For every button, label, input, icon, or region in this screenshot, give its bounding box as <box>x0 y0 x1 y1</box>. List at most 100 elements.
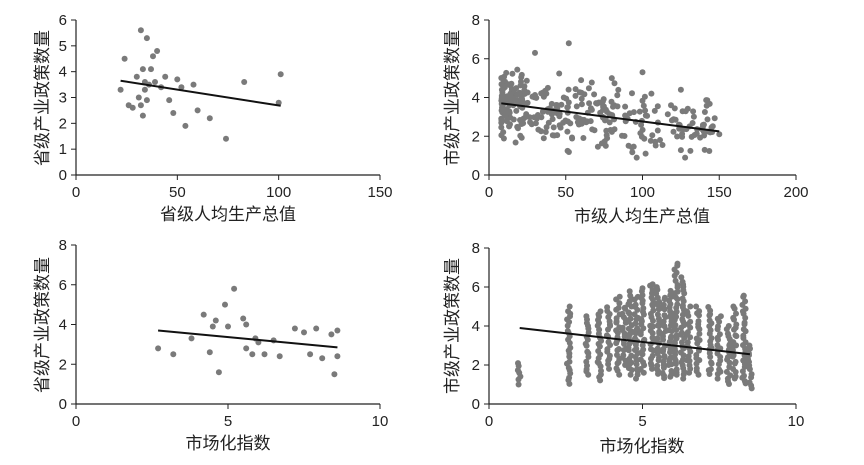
data-point <box>519 98 526 105</box>
data-point <box>668 102 674 109</box>
data-point <box>674 133 681 140</box>
data-point <box>679 295 686 302</box>
data-point <box>674 301 681 308</box>
y-tick-label: 8 <box>472 12 480 29</box>
data-point <box>240 315 247 322</box>
scatter-panel-city-market-index: 0 2 4 6 8 0 5 10 市场化指数 市级产业政策数量 <box>443 240 804 457</box>
data-point <box>654 362 661 369</box>
y-axis-title: 省级产业政策数量 <box>33 257 53 393</box>
y-tick-label: 2 <box>472 357 480 374</box>
data-point <box>639 285 646 292</box>
data-point <box>746 379 753 386</box>
data-point <box>610 103 616 110</box>
data-point <box>682 154 689 161</box>
data-point <box>170 110 177 116</box>
data-point <box>243 345 250 352</box>
data-point <box>588 79 595 86</box>
data-point <box>695 318 702 325</box>
y-tick-label: 4 <box>59 317 67 334</box>
data-point <box>501 95 508 101</box>
data-point <box>565 308 572 315</box>
x-tick-label: 200 <box>783 184 808 201</box>
data-point <box>640 305 647 312</box>
data-point <box>661 312 668 319</box>
data-point <box>687 147 694 154</box>
data-point <box>276 353 283 360</box>
data-point <box>506 97 513 103</box>
data-point <box>716 331 723 338</box>
data-point <box>716 366 723 373</box>
y-tick-label: 4 <box>472 90 480 107</box>
data-point <box>585 85 592 92</box>
data-point <box>565 149 572 155</box>
data-point <box>611 80 618 87</box>
data-point <box>129 104 136 111</box>
data-point <box>740 332 747 339</box>
data-point <box>501 84 508 91</box>
data-point <box>642 150 649 157</box>
data-point <box>664 111 671 118</box>
data-point <box>705 304 712 310</box>
data-point <box>703 102 710 109</box>
data-point <box>594 143 601 150</box>
data-point <box>672 322 679 328</box>
data-point <box>143 35 150 42</box>
data-point <box>687 318 694 325</box>
data-point <box>648 90 655 97</box>
data-point <box>591 91 598 98</box>
data-point <box>580 135 587 141</box>
y-axis-title: 市级产业政策数量 <box>443 258 463 394</box>
data-point <box>513 85 520 92</box>
y-axis-title: 市级产业政策数量 <box>443 30 463 166</box>
data-point <box>506 123 513 130</box>
data-point <box>654 311 661 318</box>
data-point <box>627 371 634 378</box>
data-point <box>328 331 335 338</box>
y-tick-label: 2 <box>59 115 67 132</box>
data-point <box>716 131 723 138</box>
data-point <box>564 128 571 135</box>
data-point <box>576 89 583 96</box>
data-point <box>538 114 545 121</box>
data-point <box>515 381 522 388</box>
data-point <box>567 344 574 351</box>
data-point <box>514 66 521 73</box>
data-point <box>174 76 181 83</box>
data-point <box>514 97 521 103</box>
data-point <box>529 93 536 100</box>
data-point <box>498 124 505 131</box>
data-point <box>223 135 229 142</box>
data-point <box>625 309 632 316</box>
data-point <box>733 310 739 317</box>
data-point <box>696 308 703 315</box>
data-point <box>565 99 572 106</box>
data-point <box>714 375 721 382</box>
x-tick-label: 50 <box>557 184 574 201</box>
data-point <box>696 330 703 337</box>
data-point <box>209 323 216 330</box>
data-point <box>583 119 590 126</box>
data-point <box>686 362 693 369</box>
data-point <box>194 107 201 114</box>
data-point <box>659 142 666 148</box>
data-point <box>532 49 538 56</box>
data-point <box>569 134 575 141</box>
data-point <box>516 89 523 96</box>
scatter-panel-provincial-market-index: 0 2 4 6 8 0 5 10 市场化指数 省级产业政策数量 <box>33 237 388 454</box>
data-point <box>212 317 219 324</box>
data-point <box>502 113 509 119</box>
data-point <box>178 84 185 91</box>
data-point <box>733 321 740 328</box>
data-point <box>647 322 654 329</box>
data-point <box>542 129 549 135</box>
data-point <box>652 142 659 149</box>
data-point <box>619 324 626 331</box>
data-point <box>689 120 696 126</box>
data-point <box>725 323 732 329</box>
data-point <box>152 79 158 85</box>
data-point <box>615 86 622 93</box>
data-point <box>550 124 557 131</box>
data-point <box>313 325 320 332</box>
data-point <box>243 321 250 328</box>
data-point <box>657 137 663 143</box>
